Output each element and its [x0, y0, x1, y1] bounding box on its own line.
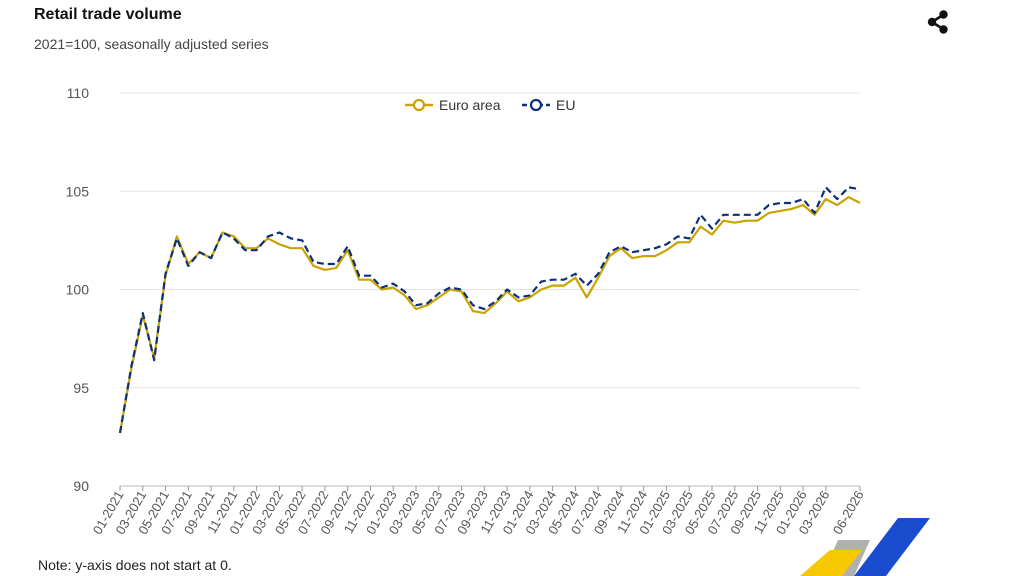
legend-item-eu[interactable]: EU	[522, 97, 575, 113]
legend-item-euro-area[interactable]: Euro area	[405, 97, 501, 113]
y-tick-label: 105	[66, 183, 90, 199]
chart-subtitle: 2021=100, seasonally adjusted series	[34, 36, 269, 52]
x-axis: 01-202103-202105-202107-202109-202111-20…	[90, 486, 867, 537]
share-icon	[927, 10, 948, 34]
legend-label-euro-area: Euro area	[439, 97, 501, 113]
share-button[interactable]	[924, 8, 952, 36]
y-tick-label: 90	[73, 478, 89, 494]
chart-note: Note: y-axis does not start at 0.	[38, 557, 232, 573]
y-tick-label: 100	[66, 282, 90, 298]
series-line-euro-area[interactable]	[118, 196, 861, 434]
legend[interactable]: Euro area EU	[405, 97, 575, 113]
eurostat-logo	[800, 518, 930, 576]
y-tick-label: 110	[67, 85, 90, 101]
y-tick-label: 95	[73, 380, 89, 396]
chart-title: Retail trade volume	[34, 6, 182, 23]
grid-lines	[120, 92, 860, 487]
y-axis: 90 95 100 105 110	[66, 85, 90, 494]
series-line-eu[interactable]	[118, 186, 861, 434]
series-lines	[118, 186, 861, 434]
legend-label-eu: EU	[556, 97, 575, 113]
